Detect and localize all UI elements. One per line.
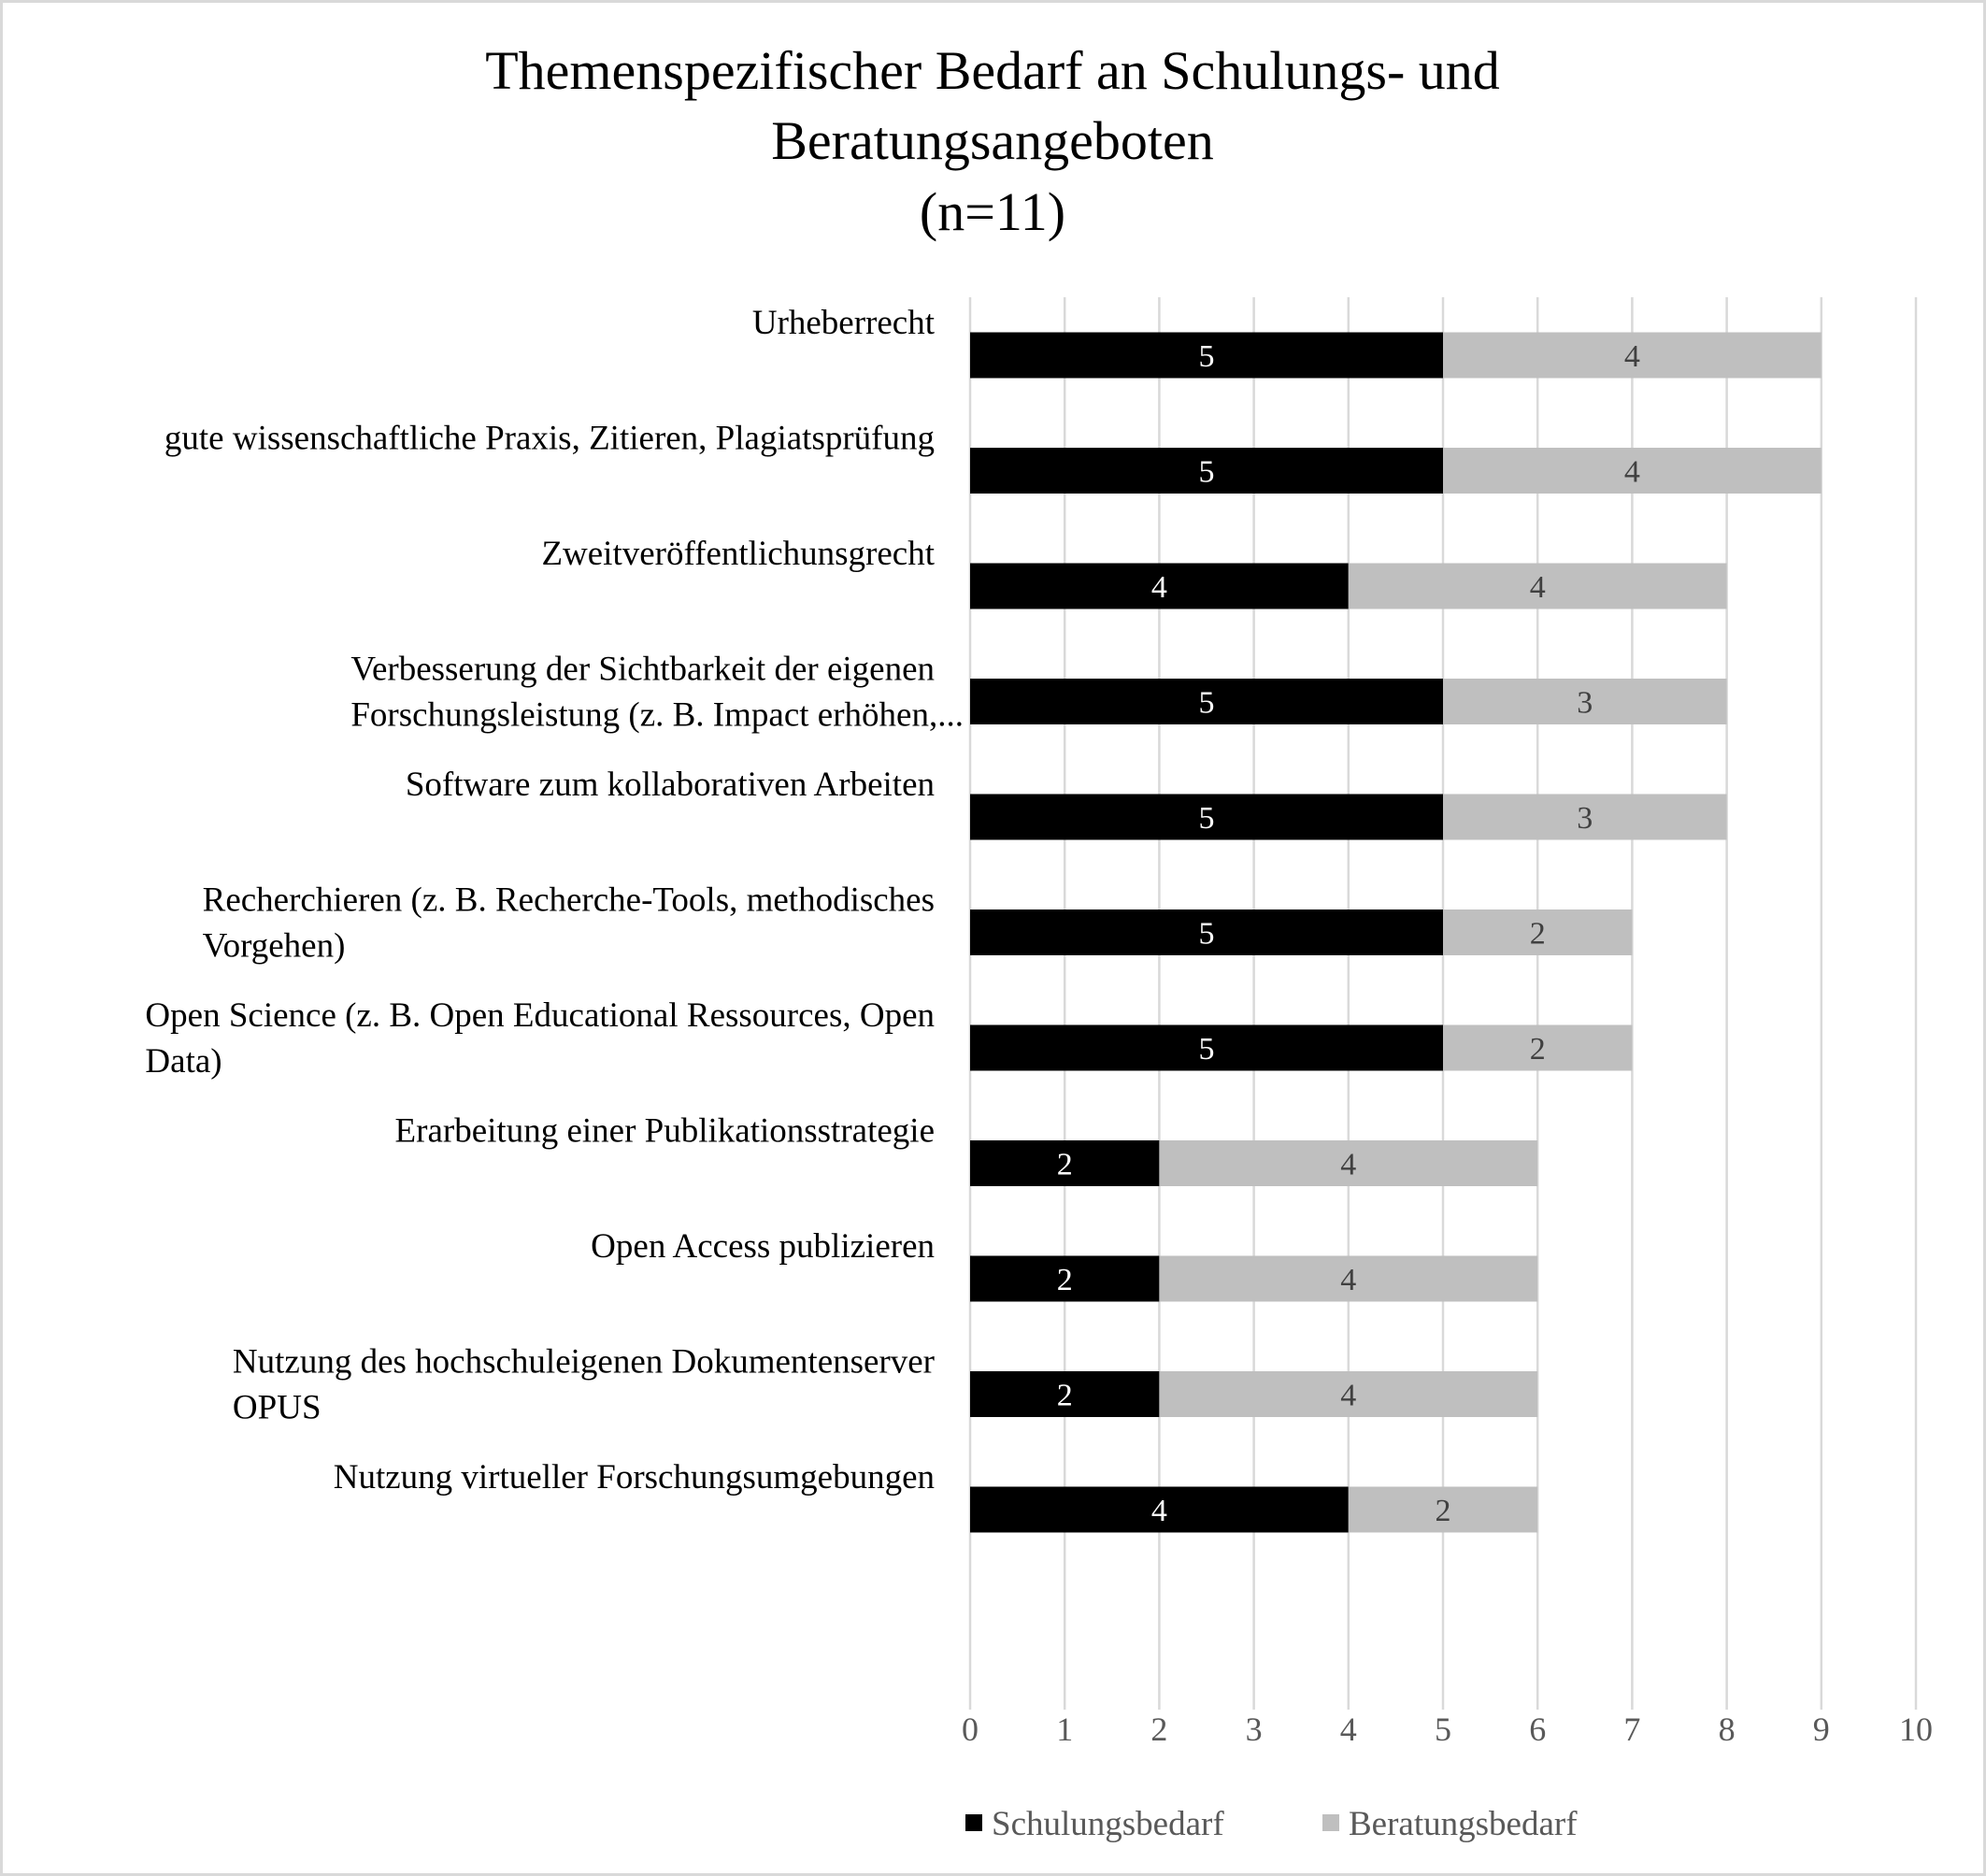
category-label: Open Access publizieren [591, 1227, 935, 1266]
x-tick-label: 5 [1435, 1711, 1451, 1748]
category-label-line: Software zum kollaborativen Arbeiten [406, 766, 935, 804]
category-label-line: Nutzung virtueller Forschungsumgebungen [334, 1458, 935, 1497]
bar-beratungsbedarf [1159, 1140, 1538, 1186]
category-label: Open Science (z. B. Open Educational Res… [145, 996, 935, 1081]
category-label: Nutzung des hochschuleigenen Dokumentens… [233, 1343, 935, 1427]
category-label-line: OPUS [233, 1389, 321, 1427]
data-label: 2 [1057, 1379, 1073, 1413]
legend-label: Beratungsbedarf [1349, 1805, 1578, 1843]
data-label: 2 [1057, 1148, 1073, 1182]
bar-schulungsbedarf [970, 1255, 1160, 1302]
category-label: Software zum kollaborativen Arbeiten [406, 766, 935, 804]
bar-schulungsbedarf [970, 1486, 1349, 1533]
x-tick-label: 10 [1899, 1711, 1933, 1748]
bars: 5 4 5 4 4 4 5 3 5 3 5 2 5 2 2 4 2 4 2 4 4 2 [970, 332, 1822, 1533]
category-label-line: Urheberrecht [752, 304, 936, 342]
category-label: Urheberrecht [752, 304, 936, 342]
category-label-line: Forschungsleistung (z. B. Impact erhöhen… [350, 696, 964, 735]
data-label: 2 [1436, 1494, 1451, 1528]
category-label-line: gute wissenschaftliche Praxis, Zitieren,… [164, 420, 935, 458]
legend: Schulungsbedarf Beratungsbedarf [965, 1805, 1578, 1843]
category-label: Zweitveröffentlichunsgrecht [541, 535, 935, 573]
title-line: (n=11) [920, 181, 1065, 242]
bar-schulungsbedarf [970, 909, 1443, 955]
bar-beratungsbedarf [1443, 909, 1633, 955]
chart-title: Themenspezifischer Bedarf an Schulungs- … [485, 40, 1500, 242]
category-label: gute wissenschaftliche Praxis, Zitieren,… [164, 420, 935, 458]
data-label: 4 [1151, 1494, 1167, 1528]
category-label: Erarbeitung einer Publikationsstrategie [395, 1112, 935, 1151]
bar-beratungsbedarf [1159, 1371, 1538, 1417]
data-label: 4 [1530, 570, 1546, 605]
bar-schulungsbedarf [970, 448, 1443, 494]
bar-beratungsbedarf [1443, 332, 1822, 379]
bar-beratungsbedarf [1443, 679, 1727, 724]
data-label: 5 [1199, 801, 1215, 836]
data-label: 4 [1340, 1148, 1356, 1182]
category-labels: Urheberrecht gute wissenschaftliche Praxi… [145, 304, 964, 1497]
category-label: Recherchieren (z. B. Recherche-Tools, me… [203, 881, 935, 966]
bar-schulungsbedarf [970, 563, 1349, 609]
x-axis-ticks: 0 1 2 3 4 5 6 7 8 9 10 [962, 1711, 1933, 1748]
legend-swatch [965, 1814, 982, 1831]
category-label-line: Nutzung des hochschuleigenen Dokumentens… [233, 1343, 935, 1382]
bar-beratungsbedarf [1159, 1255, 1538, 1302]
category-label-line: Recherchieren (z. B. Recherche-Tools, me… [203, 881, 935, 920]
data-label: 2 [1530, 1032, 1546, 1067]
x-tick-label: 6 [1529, 1711, 1546, 1748]
category-label-line: Verbesserung der Sichtbarkeit der eigene… [350, 651, 935, 689]
bar-beratungsbedarf [1348, 1486, 1538, 1533]
data-label: 4 [1340, 1379, 1356, 1413]
data-label: 2 [1530, 917, 1546, 952]
x-tick-label: 8 [1719, 1711, 1736, 1748]
data-label: 5 [1199, 455, 1215, 490]
data-label: 4 [1624, 339, 1640, 374]
bar-beratungsbedarf [1348, 563, 1727, 609]
bar-schulungsbedarf [970, 332, 1443, 379]
category-label-line: Vorgehen) [203, 927, 346, 966]
data-label: 5 [1199, 917, 1215, 952]
category-label: Nutzung virtueller Forschungsumgebungen [334, 1458, 935, 1497]
data-label: 4 [1151, 570, 1167, 605]
title-line: Themenspezifischer Bedarf an Schulungs- … [485, 40, 1500, 101]
x-tick-label: 2 [1150, 1711, 1167, 1748]
bar-schulungsbedarf [970, 1371, 1160, 1417]
category-label-line: Erarbeitung einer Publikationsstrategie [395, 1112, 935, 1151]
x-tick-label: 3 [1246, 1711, 1263, 1748]
data-label: 4 [1340, 1263, 1356, 1297]
legend-swatch [1322, 1814, 1339, 1831]
gridlines [968, 297, 1918, 1710]
bar-beratungsbedarf [1443, 794, 1727, 840]
bar-schulungsbedarf [970, 794, 1443, 840]
x-tick-label: 4 [1340, 1711, 1357, 1748]
bar-beratungsbedarf [1443, 448, 1822, 494]
x-tick-label: 1 [1056, 1711, 1073, 1748]
data-label: 4 [1624, 455, 1640, 490]
x-tick-label: 7 [1623, 1711, 1640, 1748]
category-label-line: Data) [145, 1042, 221, 1081]
data-label: 3 [1577, 801, 1593, 836]
bar-schulungsbedarf [970, 1024, 1443, 1071]
data-label: 3 [1577, 686, 1593, 721]
category-label-line: Open Access publizieren [591, 1227, 935, 1266]
data-label: 5 [1199, 339, 1215, 374]
data-label: 5 [1199, 686, 1215, 721]
x-tick-label: 0 [962, 1711, 979, 1748]
category-label: Verbesserung der Sichtbarkeit der eigene… [350, 651, 964, 735]
title-line: Beratungsangeboten [771, 110, 1214, 171]
data-label: 2 [1057, 1263, 1073, 1297]
bar-schulungsbedarf [970, 1140, 1160, 1186]
bar-beratungsbedarf [1443, 1024, 1633, 1071]
category-label-line: Zweitveröffentlichunsgrecht [541, 535, 935, 573]
x-tick-label: 9 [1813, 1711, 1830, 1748]
category-label-line: Open Science (z. B. Open Educational Res… [145, 996, 935, 1035]
data-label: 5 [1199, 1032, 1215, 1067]
legend-label: Schulungsbedarf [992, 1805, 1224, 1843]
bar-schulungsbedarf [970, 679, 1443, 724]
